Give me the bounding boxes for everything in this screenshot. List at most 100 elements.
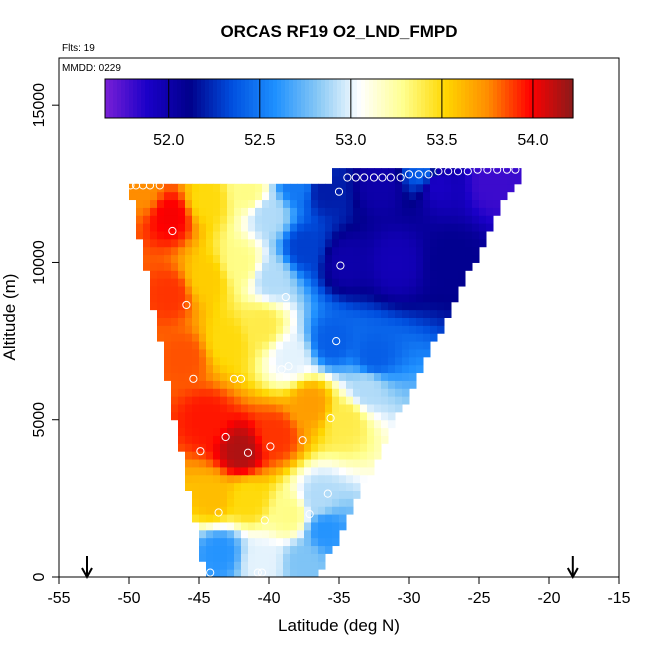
heatmap-cell [220, 286, 228, 295]
heatmap-cell [227, 380, 235, 389]
heatmap-cell [234, 183, 242, 193]
heatmap-cell [465, 231, 473, 240]
heatmap-cell [381, 223, 389, 232]
heatmap-cell [192, 506, 200, 515]
heatmap-cell [248, 254, 256, 263]
heatmap-cell [269, 411, 277, 421]
heatmap-cell [346, 427, 354, 436]
heatmap-cell [220, 231, 228, 240]
heatmap-cell [213, 270, 221, 279]
heatmap-cell [353, 364, 361, 374]
heatmap-cell [290, 262, 298, 271]
heatmap-cell [493, 191, 501, 201]
heatmap-cell [206, 435, 214, 444]
heatmap-cell [227, 325, 235, 334]
heatmap-cell [409, 238, 417, 248]
heatmap-cell [234, 309, 242, 318]
heatmap-cell [395, 199, 403, 208]
heatmap-cell [234, 341, 242, 350]
heatmap-cell [213, 466, 221, 476]
heatmap-cell [318, 514, 326, 523]
heatmap-cell [241, 317, 249, 326]
colorbar-cell [569, 79, 574, 118]
heatmap-cell [192, 246, 200, 256]
heatmap-cell [269, 451, 277, 460]
colorbar-cell [313, 79, 318, 118]
heatmap-cell [304, 545, 312, 554]
heatmap-cell [178, 419, 186, 429]
heatmap-cell [262, 482, 270, 491]
heatmap-cell [262, 309, 270, 318]
heatmap-cell [409, 348, 417, 358]
heatmap-cell [276, 293, 284, 303]
heatmap-cell [444, 175, 452, 185]
heatmap-cell [206, 191, 214, 201]
heatmap-cell [458, 262, 466, 271]
colorbar-cell [365, 79, 370, 118]
colorbar-cell [169, 79, 174, 118]
heatmap-cell [178, 333, 186, 342]
heatmap-cell [283, 325, 291, 334]
heatmap-cell [318, 561, 326, 570]
heatmap-cell [220, 215, 228, 224]
heatmap-cell [227, 459, 235, 468]
heatmap-cell [262, 301, 270, 311]
heatmap-cell [157, 262, 165, 271]
heatmap-cell [248, 435, 256, 444]
heatmap-cell [220, 356, 228, 366]
heatmap-cell [171, 309, 179, 318]
sample-point [336, 261, 345, 270]
heatmap-cell [262, 372, 270, 381]
heatmap-cell [360, 348, 368, 358]
heatmap-cell [206, 183, 214, 193]
sample-point [221, 432, 230, 442]
heatmap-cell [178, 270, 186, 279]
heatmap-cell [360, 270, 368, 279]
heatmap-cell [465, 199, 473, 208]
heatmap-cell [437, 231, 445, 240]
heatmap-cell [178, 364, 186, 374]
heatmap-cell [402, 262, 410, 271]
heatmap-cell [409, 168, 417, 177]
heatmap-cell [381, 435, 389, 444]
sample-point [424, 170, 433, 179]
heatmap-cell [500, 183, 508, 193]
heatmap-cell [290, 254, 298, 263]
heatmap-cell [332, 286, 340, 295]
heatmap-cell [297, 286, 305, 295]
heatmap-cell [430, 278, 438, 287]
heatmap-cell [255, 325, 263, 334]
heatmap-cell [227, 254, 235, 263]
heatmap-cell [283, 490, 291, 499]
heatmap-cell [213, 419, 221, 429]
heatmap-cell [332, 521, 340, 531]
colorbar-cell [389, 79, 394, 118]
heatmap-cell [367, 168, 375, 177]
heatmap-cell [262, 514, 270, 523]
heatmap-cell [304, 238, 312, 248]
heatmap-cell [297, 325, 305, 334]
heatmap-cell [458, 270, 466, 279]
heatmap-cell [444, 183, 452, 193]
heatmap-cell [311, 561, 319, 570]
heatmap-cell [402, 175, 410, 185]
heatmap-cell [465, 254, 473, 263]
heatmap-cell [199, 278, 207, 287]
heatmap-cell [136, 183, 144, 193]
heatmap-cell [374, 207, 382, 216]
heatmap-cell [227, 183, 235, 193]
heatmap-cell [227, 506, 235, 515]
heatmap-cell [332, 175, 340, 185]
heatmap-cell [339, 168, 347, 177]
heatmap-cell [185, 215, 193, 224]
heatmap-cell [318, 521, 326, 531]
heatmap-cell [430, 231, 438, 240]
heatmap-cell [290, 183, 298, 193]
heatmap-cell [311, 293, 319, 303]
heatmap-cell [206, 537, 214, 547]
heatmap-cell [234, 356, 242, 366]
heatmap-cell [206, 341, 214, 350]
heatmap-cell [164, 301, 172, 311]
colorbar-cell [241, 79, 246, 118]
heatmap-cell [220, 514, 228, 523]
